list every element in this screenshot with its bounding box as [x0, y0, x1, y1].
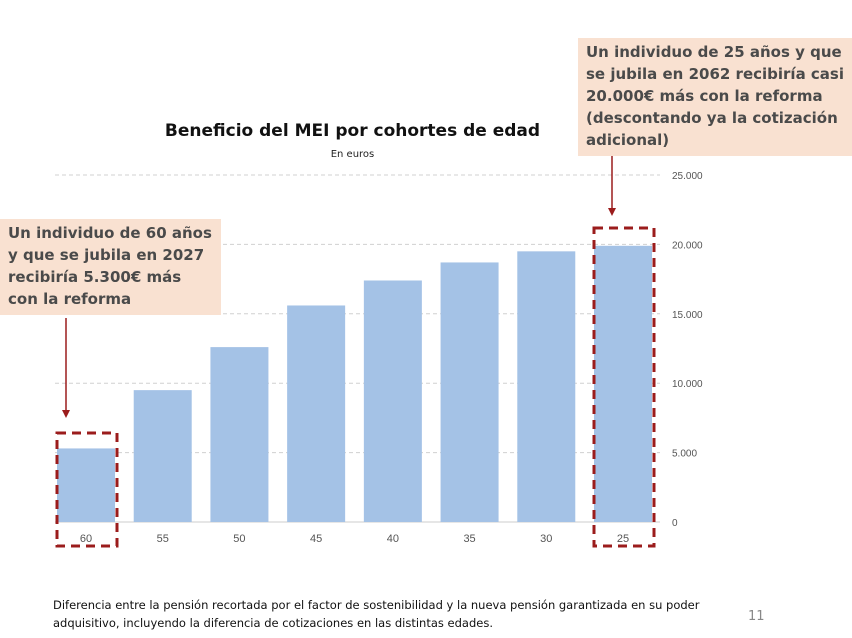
- footnote: Diferencia entre la pensión recortada po…: [53, 598, 700, 630]
- highlight-box-60: [55, 431, 119, 548]
- highlight-box-25: [592, 226, 656, 548]
- y-tick-label: 20.000: [672, 240, 703, 251]
- bar-25: [594, 245, 652, 522]
- page-number: 11: [748, 609, 765, 624]
- x-tick-label: 25: [617, 533, 629, 545]
- chart-title: Beneficio del MEI por cohortes de edad: [164, 121, 541, 141]
- chart-subtitle: En euros: [330, 149, 375, 160]
- y-tick-label: 5.000: [672, 449, 697, 460]
- bar-35: [440, 262, 499, 522]
- bar-45: [287, 305, 346, 522]
- x-tick-label: 30: [540, 533, 552, 545]
- bar-55: [133, 390, 192, 522]
- arrow-left-head: [62, 410, 70, 418]
- callout-age-25: Un individuo de 25 años y que se jubila …: [578, 38, 852, 156]
- bar-30: [517, 251, 576, 522]
- x-tick-label: 45: [310, 533, 322, 545]
- y-tick-label: 0: [672, 518, 678, 529]
- bar-40: [363, 280, 422, 522]
- x-tick-label: 60: [80, 533, 92, 545]
- arrow-right-head: [608, 208, 616, 216]
- bar-60: [57, 448, 115, 522]
- y-tick-label: 10.000: [672, 379, 703, 390]
- bar-50: [210, 347, 269, 522]
- x-tick-label: 35: [463, 533, 475, 545]
- y-tick-label: 25.000: [672, 171, 703, 182]
- callout-age-60: Un individuo de 60 años y que se jubila …: [0, 219, 221, 315]
- x-tick-label: 40: [387, 533, 399, 545]
- y-tick-label: 15.000: [672, 310, 703, 321]
- x-tick-label: 55: [157, 533, 169, 545]
- x-tick-label: 50: [233, 533, 245, 545]
